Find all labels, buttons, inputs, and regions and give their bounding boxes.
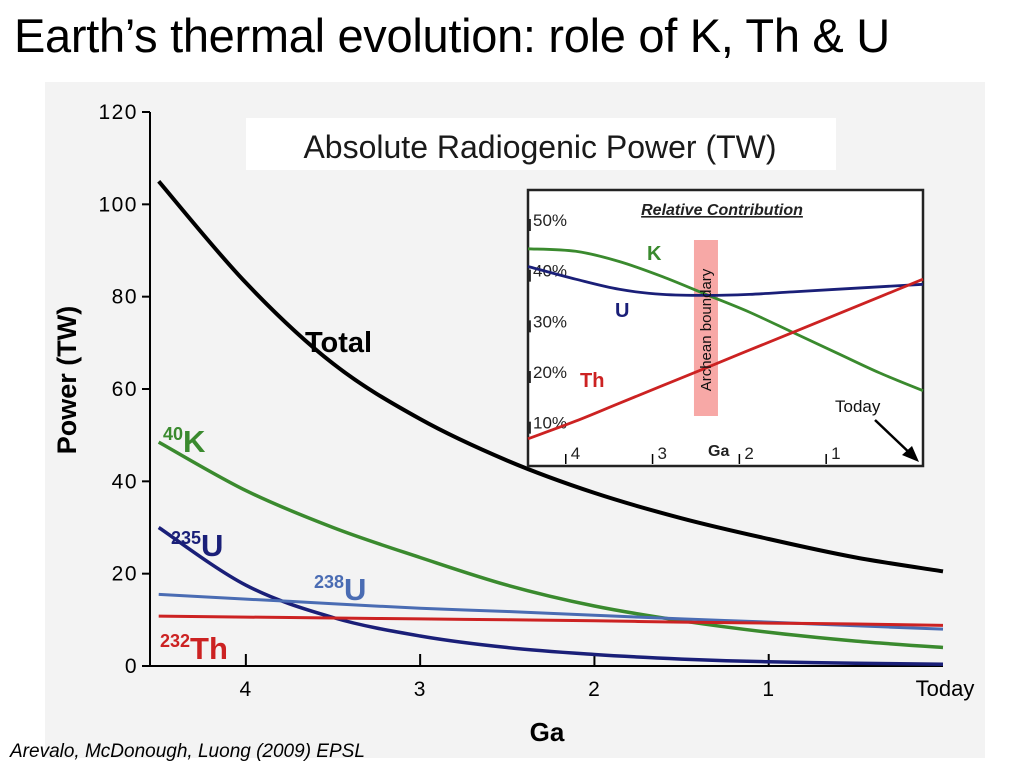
y-tick-label: 20 xyxy=(112,563,138,586)
series-label-superscript: 232 xyxy=(160,631,190,651)
series-label-superscript: 235 xyxy=(171,528,201,548)
series-line-40-k xyxy=(157,440,944,650)
y-tick-label: 0 xyxy=(125,655,138,678)
inset-y-tick-label: 50% xyxy=(533,211,567,230)
inset-series-label-k: K xyxy=(647,243,662,265)
y-tick-label: 100 xyxy=(98,193,138,216)
inset-series-label-u: U xyxy=(615,300,629,322)
x-tick-label: 1 xyxy=(762,678,775,701)
today-label: Today xyxy=(835,397,881,416)
x-tick-label: 3 xyxy=(414,678,427,701)
inset-series-line-u xyxy=(527,265,924,297)
inset-series-line-k xyxy=(527,247,924,392)
inset-x-tick-label: 1 xyxy=(831,444,840,463)
x-tick-label: 4 xyxy=(240,678,253,701)
inset-y-tick-label: 20% xyxy=(533,363,567,382)
inset-y-tick-label: 30% xyxy=(533,312,567,331)
archean-boundary-label: Archean boundary xyxy=(698,268,715,391)
series-label-total: Total xyxy=(305,327,372,359)
series-label-235u: 235U xyxy=(171,528,223,563)
inset-x-tick-label: 2 xyxy=(744,444,753,463)
series-label-text: U xyxy=(201,528,223,563)
series-label-text: K xyxy=(183,424,206,459)
today-arrow-head xyxy=(902,446,919,462)
inset-series-label-th: Th xyxy=(580,370,604,392)
series-label-text: Th xyxy=(190,631,228,666)
y-tick-label: 80 xyxy=(112,286,138,309)
x-tick-label: Today xyxy=(916,676,975,701)
chart-title-background xyxy=(246,118,836,170)
inset-frame xyxy=(526,188,925,468)
series-label-superscript: 238 xyxy=(314,572,344,592)
series-label-superscript: 40 xyxy=(163,424,183,444)
series-line-232-th xyxy=(158,614,944,627)
y-axis-label: Power (TW) xyxy=(52,306,82,455)
x-axis-label: Ga xyxy=(530,717,565,747)
series-label-text: U xyxy=(344,572,366,607)
slide-title: Earth’s thermal evolution: role of K, Th… xyxy=(14,9,890,62)
y-tick-label: 120 xyxy=(98,101,138,124)
inset-x-axis-label: Ga xyxy=(708,443,729,460)
chart-title: Absolute Radiogenic Power (TW) xyxy=(303,129,776,165)
series-label-text: Total xyxy=(305,327,372,359)
main-chart: 0 20 40 60 80 100 120 4 3 2 1 Today Ga Power (TW) Abso… xyxy=(52,101,974,747)
x-tick-label: 2 xyxy=(588,678,601,701)
y-tick-label: 40 xyxy=(112,470,138,493)
inset-series-line-th xyxy=(527,277,924,441)
archean-boundary-band xyxy=(693,240,718,416)
y-tick-label: 60 xyxy=(112,378,138,401)
series-label-40k: 40K xyxy=(163,424,206,459)
series-line-total xyxy=(157,179,944,574)
inset-title: Relative Contribution xyxy=(641,202,803,219)
inset-x-tick-label: 4 xyxy=(571,444,580,463)
inset-x-tick-label: 3 xyxy=(658,444,667,463)
series-label-238u: 238U xyxy=(314,572,366,607)
citation: Arevalo, McDonough, Luong (2009) EPSL xyxy=(10,741,365,762)
series-label-232th: 232Th xyxy=(160,631,228,666)
